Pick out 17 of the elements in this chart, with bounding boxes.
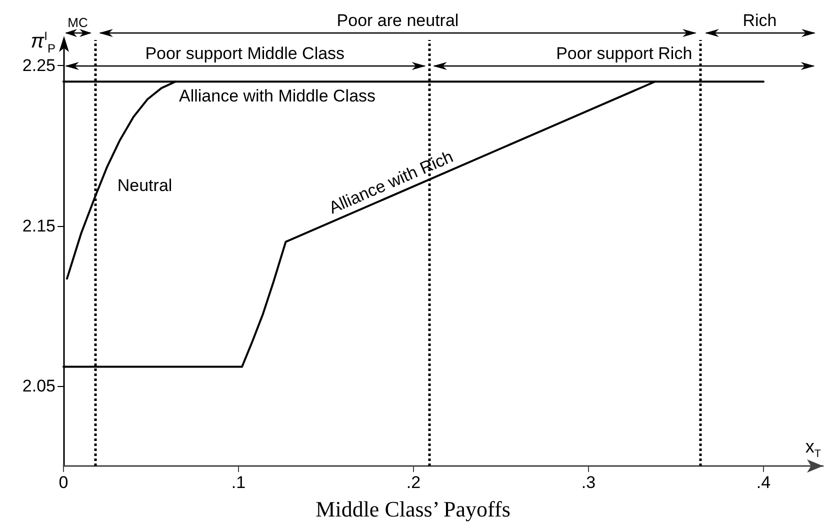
- annotation: Poor support Middle Class: [145, 44, 345, 63]
- y-tick-label: 2.05: [22, 376, 56, 396]
- x-axis-title: x$_{T}$: [805, 436, 821, 460]
- y-tick-label: 2.25: [22, 56, 56, 76]
- x-tick-label: .3: [581, 473, 596, 492]
- annotation: Alliance with Middle Class: [179, 86, 376, 106]
- x-tick-label: .1: [231, 473, 246, 492]
- y-tick-label: 2.15: [22, 216, 56, 236]
- text: Rich: [742, 11, 777, 30]
- annotation: Neutral: [117, 176, 172, 196]
- text: Poor are neutral: [336, 11, 459, 30]
- annotation: Poor support Rich: [556, 44, 692, 63]
- x-tick-label: .4: [756, 473, 771, 492]
- x-tick-label: 0: [58, 473, 68, 492]
- x-tick-label: .2: [406, 473, 421, 492]
- text: MC: [68, 15, 88, 30]
- text: Middle Class’ Payoffs: [316, 496, 510, 522]
